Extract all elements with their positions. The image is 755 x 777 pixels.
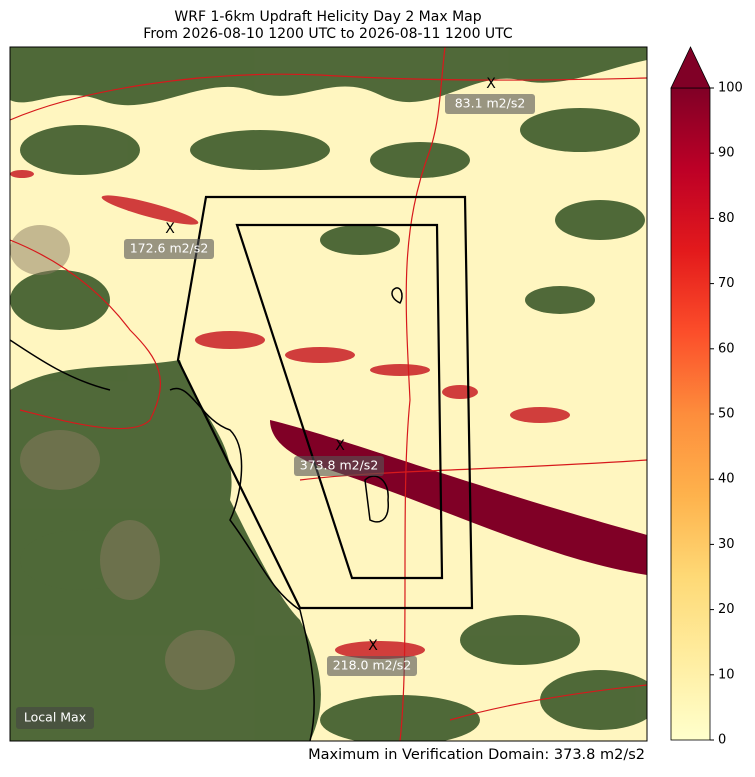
colorbar-tick-label: 10 — [718, 667, 735, 682]
max-marker: X — [165, 221, 175, 237]
max-label: 83.1 m2/s2 — [455, 96, 526, 111]
map-frame — [9, 46, 648, 742]
colorbar-tick-label: 0 — [718, 733, 726, 748]
max-label-box — [124, 239, 214, 259]
colorbar-tick-label: 20 — [718, 602, 735, 617]
colorbar-extend — [670, 46, 711, 89]
max-label: 172.6 m2/s2 — [130, 241, 209, 256]
colorbar-tick-label: 100 — [718, 81, 743, 96]
title-line: From 2026-08-10 1200 UTC to 2026-08-11 1… — [143, 26, 513, 42]
colorbar-tick-label: 90 — [718, 146, 735, 161]
max-label-box — [294, 456, 384, 476]
max-marker: X — [368, 638, 378, 654]
colorbar-tick-label: 30 — [718, 537, 735, 552]
map — [10, 47, 647, 741]
colorbar-tick-label: 40 — [718, 472, 735, 487]
colorbar-tick-label: 70 — [718, 276, 735, 291]
max-marker: X — [335, 438, 345, 454]
max-label-box — [327, 656, 417, 676]
colorbar — [670, 46, 711, 741]
legend-box — [16, 707, 94, 729]
max-marker: X — [486, 76, 496, 92]
max-label: 373.8 m2/s2 — [300, 458, 379, 473]
footer: Maximum in Verification Domain: 373.8 m2… — [308, 747, 645, 763]
title-line: WRF 1-6km Updraft Helicity Day 2 Max Map — [174, 9, 481, 25]
colorbar-tick-label: 60 — [718, 341, 735, 356]
colorbar-tick-label: 50 — [718, 407, 735, 422]
colorbar-tick-label: 80 — [718, 211, 735, 226]
max-label-box — [445, 94, 535, 114]
legend-label: Local Max — [24, 710, 86, 725]
max-label: 218.0 m2/s2 — [333, 658, 412, 673]
colorbar-fill — [670, 87, 711, 741]
